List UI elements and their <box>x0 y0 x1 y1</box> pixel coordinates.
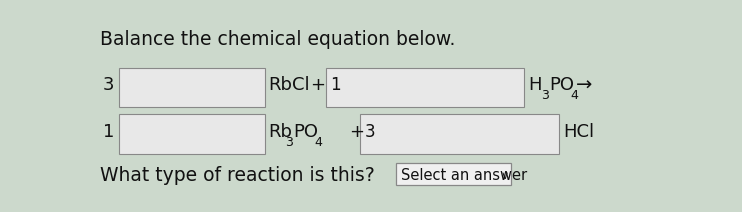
Text: 3: 3 <box>365 123 375 141</box>
Text: 3: 3 <box>286 137 293 149</box>
FancyBboxPatch shape <box>326 68 524 107</box>
FancyBboxPatch shape <box>360 114 559 153</box>
Text: Select an answer: Select an answer <box>401 168 527 183</box>
FancyBboxPatch shape <box>119 68 266 107</box>
Text: +: + <box>310 76 325 94</box>
Text: H: H <box>528 76 542 94</box>
Text: PO: PO <box>549 76 574 94</box>
Text: 3: 3 <box>542 89 549 102</box>
Text: →: → <box>576 75 592 95</box>
Text: 1: 1 <box>103 123 114 141</box>
FancyBboxPatch shape <box>119 114 266 153</box>
Text: 4: 4 <box>571 89 579 102</box>
FancyBboxPatch shape <box>396 163 511 185</box>
Text: 1: 1 <box>330 76 341 94</box>
Text: 4: 4 <box>315 137 323 149</box>
Text: HCl: HCl <box>563 123 594 141</box>
Text: 3: 3 <box>103 76 114 94</box>
Text: Balance the chemical equation below.: Balance the chemical equation below. <box>99 30 455 49</box>
Text: PO: PO <box>293 123 318 141</box>
Text: RbCl: RbCl <box>268 76 309 94</box>
Text: What type of reaction is this?: What type of reaction is this? <box>99 166 375 185</box>
Text: ∨: ∨ <box>501 171 509 181</box>
Text: +: + <box>349 123 364 141</box>
Text: Rb: Rb <box>268 123 292 141</box>
